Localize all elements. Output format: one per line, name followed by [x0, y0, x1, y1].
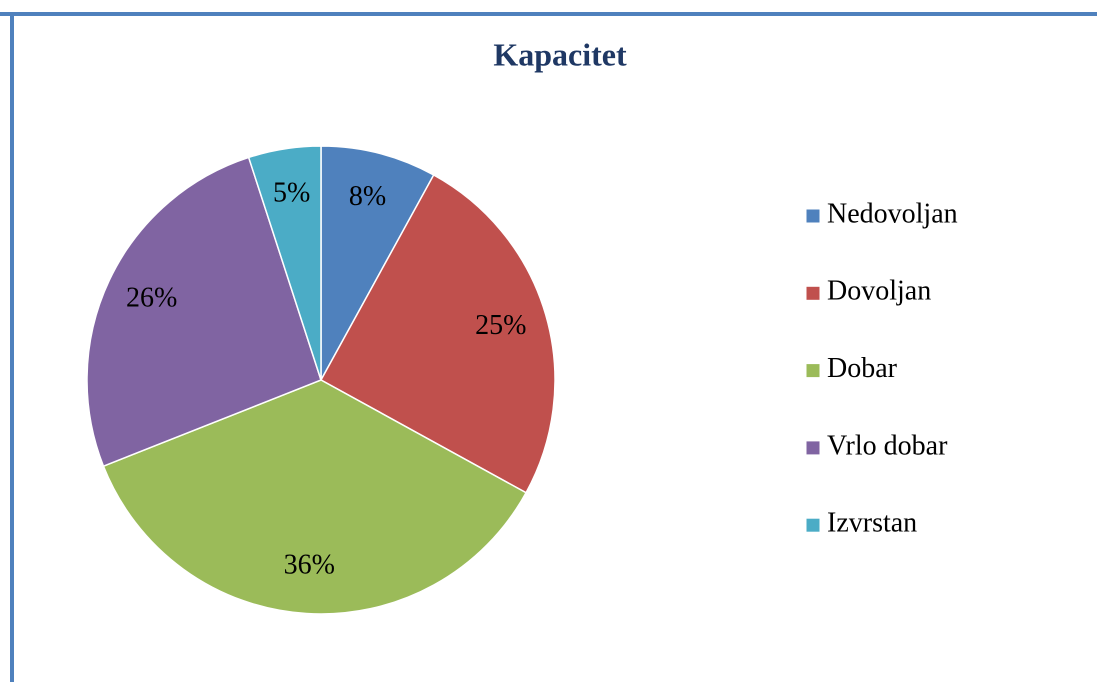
legend-swatch [805, 208, 821, 224]
pie-slice [319, 173, 556, 494]
legend-swatch [805, 285, 821, 301]
pie-slice [320, 145, 435, 381]
pie-slice [86, 156, 322, 468]
legend-label: Dovoljan [827, 276, 931, 307]
data-label: 5% [273, 178, 310, 209]
legend-label: Dobar [827, 353, 898, 384]
data-label: 25% [475, 310, 526, 341]
pie-slice [102, 379, 528, 615]
legend-label: Nedovoljan [827, 198, 958, 229]
chart-title: Kapacitet [493, 36, 627, 72]
legend-label: Izvrstan [827, 508, 917, 539]
data-label: 8% [349, 181, 386, 212]
legend-label: Vrlo dobar [827, 430, 948, 461]
data-label: 26% [126, 283, 177, 314]
pie-slice [247, 145, 322, 381]
legend-swatch [805, 517, 821, 533]
legend-swatch [805, 440, 821, 456]
data-label: 36% [284, 549, 335, 580]
legend-swatch [805, 363, 821, 379]
